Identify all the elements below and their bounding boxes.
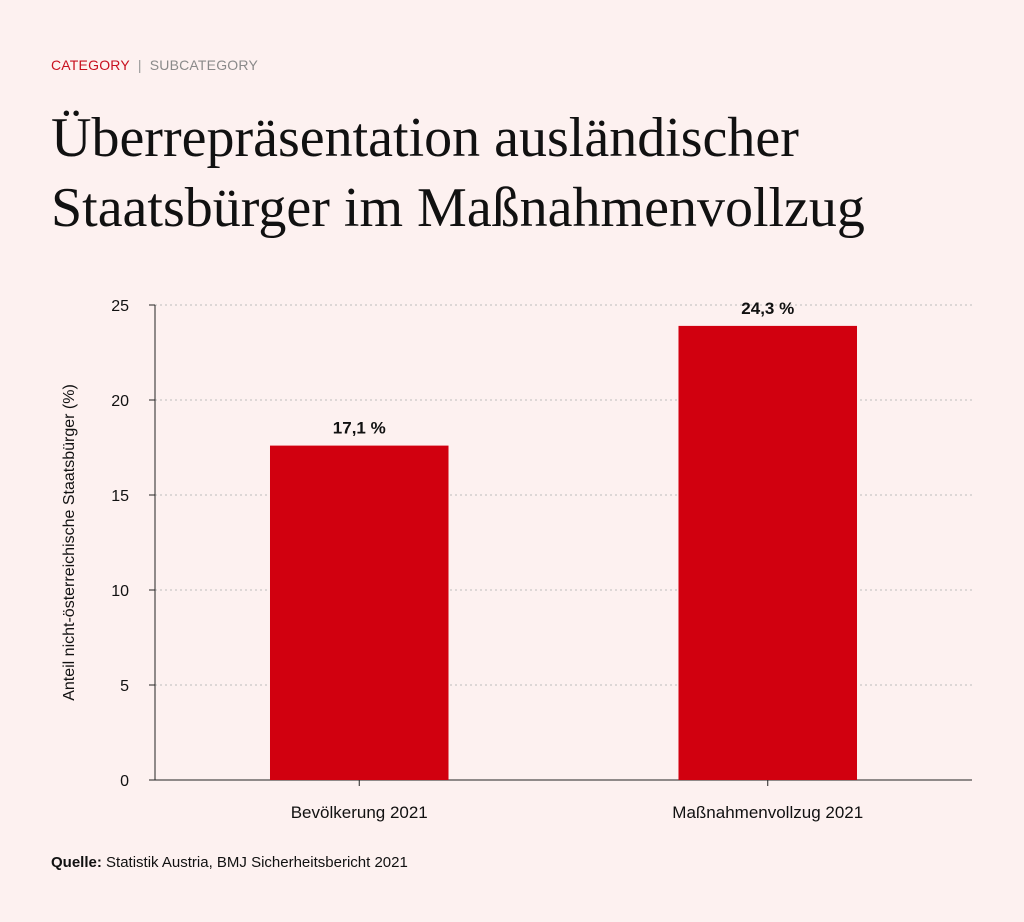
source-note: Quelle: Statistik Austria, BMJ Sicherhei… [51, 854, 408, 871]
category-separator: | [137, 57, 142, 73]
category-breadcrumb: CATEGORY | SUBCATEGORY [51, 57, 258, 73]
bar [678, 325, 858, 780]
data-label: 24,3 % [741, 299, 794, 318]
source-label: Quelle: [51, 854, 102, 871]
y-tick-label: 20 [111, 393, 129, 410]
y-tick-label: 5 [120, 678, 129, 695]
y-axis-label: Anteil nicht-österreichische Staatsbürge… [61, 384, 78, 701]
subcategory-label[interactable]: SUBCATEGORY [149, 57, 258, 73]
category-label[interactable]: CATEGORY [51, 57, 130, 73]
y-tick-label: 15 [111, 488, 129, 505]
data-label: 17,1 % [333, 419, 386, 438]
x-tick-label: Maßnahmenvollzug 2021 [672, 803, 863, 822]
chart-title: Überrepräsentation ausländischer Staatsb… [51, 107, 865, 239]
y-tick-label: 25 [111, 298, 129, 315]
x-tick-label: Bevölkerung 2021 [291, 803, 428, 822]
y-tick-label: 10 [111, 583, 129, 600]
y-tick-label: 0 [120, 773, 129, 790]
bar [269, 445, 449, 780]
source-text: Statistik Austria, BMJ Sicherheitsberich… [106, 854, 408, 871]
